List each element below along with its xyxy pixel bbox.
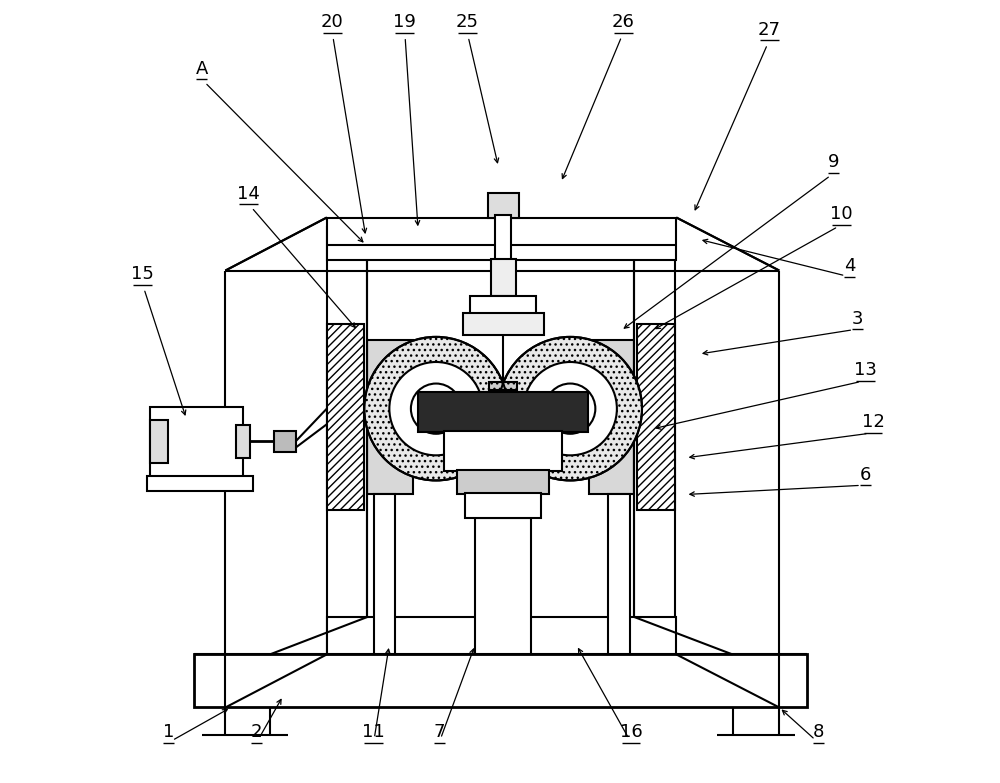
Bar: [457, 470, 549, 495]
Bar: [589, 340, 634, 495]
Bar: [444, 431, 562, 471]
Text: 8: 8: [813, 723, 824, 741]
Bar: [150, 407, 243, 479]
Text: 20: 20: [321, 13, 344, 31]
Bar: [367, 340, 413, 495]
Bar: [150, 420, 168, 464]
Text: 16: 16: [620, 723, 642, 741]
Bar: [327, 324, 364, 510]
Bar: [465, 493, 541, 518]
Text: 2: 2: [251, 723, 262, 741]
Bar: [418, 392, 588, 432]
Circle shape: [554, 393, 586, 424]
Bar: [274, 431, 296, 453]
Bar: [236, 425, 250, 458]
Text: 13: 13: [854, 361, 877, 379]
Text: 19: 19: [393, 13, 416, 31]
Text: A: A: [196, 60, 208, 78]
Bar: [488, 193, 519, 218]
Text: 11: 11: [362, 723, 385, 741]
Bar: [327, 218, 676, 261]
Bar: [327, 227, 367, 655]
Circle shape: [498, 337, 642, 481]
Bar: [489, 382, 517, 390]
Text: 9: 9: [828, 153, 840, 171]
Text: 25: 25: [456, 13, 479, 31]
Circle shape: [524, 362, 617, 456]
Bar: [637, 324, 675, 510]
Bar: [495, 215, 511, 261]
Text: 26: 26: [612, 13, 635, 31]
Bar: [491, 259, 516, 296]
Bar: [463, 313, 544, 335]
Text: 6: 6: [859, 466, 871, 484]
Circle shape: [389, 362, 483, 456]
Bar: [634, 227, 675, 655]
Bar: [194, 655, 807, 708]
Text: 12: 12: [862, 413, 884, 431]
Bar: [374, 495, 395, 655]
Bar: [608, 495, 630, 655]
Text: 3: 3: [852, 309, 863, 327]
Bar: [147, 476, 253, 492]
Text: 1: 1: [163, 723, 174, 741]
Bar: [470, 295, 536, 315]
Text: 7: 7: [433, 723, 445, 741]
Text: 27: 27: [758, 21, 781, 39]
Text: 10: 10: [830, 205, 853, 223]
Text: 4: 4: [844, 258, 855, 276]
Bar: [475, 518, 531, 655]
Circle shape: [420, 393, 452, 424]
Circle shape: [364, 337, 508, 481]
Text: 15: 15: [131, 265, 154, 283]
Text: 14: 14: [237, 185, 260, 203]
Bar: [327, 617, 676, 655]
